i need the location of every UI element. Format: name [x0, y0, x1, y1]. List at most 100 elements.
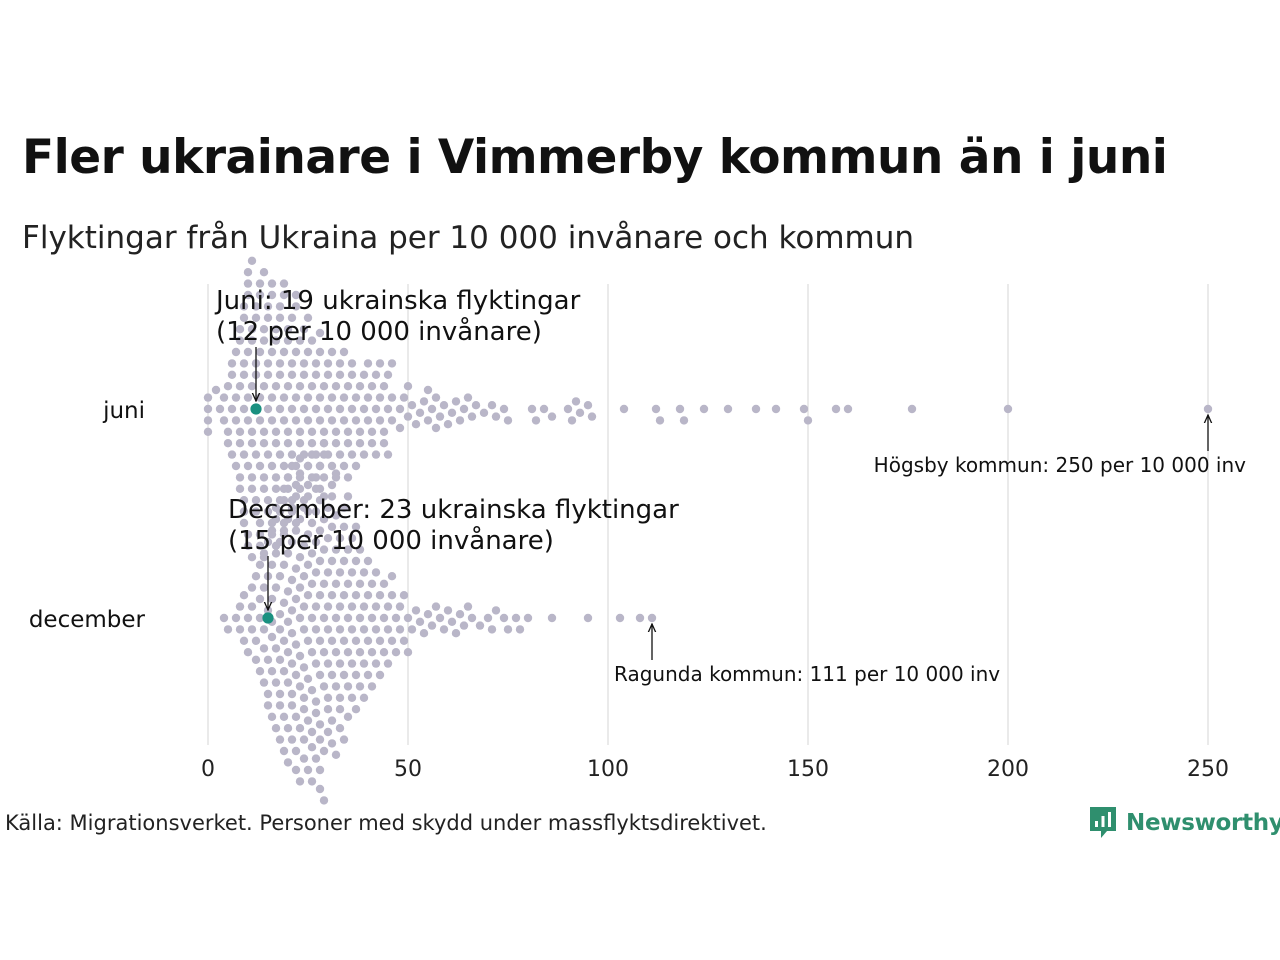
data-point	[311, 404, 321, 414]
data-point	[279, 746, 289, 756]
data-point	[287, 659, 297, 668]
data-point	[423, 385, 433, 395]
data-point	[339, 416, 349, 425]
data-point	[231, 461, 241, 471]
data-point	[399, 591, 409, 600]
data-point	[383, 625, 393, 634]
data-point	[327, 670, 337, 680]
data-point	[651, 404, 661, 414]
data-point	[287, 461, 297, 471]
data-point	[279, 636, 289, 645]
data-point	[443, 420, 453, 429]
data-point	[363, 393, 373, 402]
data-point	[235, 484, 245, 493]
chart-subtitle: Flyktingar från Ukraina per 10 000 invån…	[22, 220, 915, 256]
data-point	[283, 427, 293, 436]
data-point	[347, 370, 357, 379]
data-point	[343, 473, 353, 482]
data-point	[271, 644, 281, 653]
data-point	[327, 416, 337, 425]
data-point	[239, 507, 249, 516]
data-point	[267, 279, 277, 288]
data-point	[291, 526, 301, 535]
data-point	[311, 708, 321, 718]
data-point	[291, 670, 301, 680]
data-point	[315, 496, 325, 505]
data-point	[327, 347, 337, 357]
data-point	[403, 648, 413, 657]
data-point	[259, 625, 269, 634]
data-point	[271, 325, 281, 334]
data-point	[315, 393, 325, 402]
data-point	[323, 625, 333, 634]
data-point	[411, 606, 421, 615]
data-point	[395, 404, 405, 414]
data-point	[303, 416, 313, 425]
data-point	[347, 450, 357, 459]
data-point	[251, 302, 261, 311]
data-point	[227, 450, 237, 459]
data-point	[335, 450, 345, 459]
data-point	[291, 347, 301, 357]
data-point	[359, 450, 369, 459]
data-point	[307, 518, 317, 528]
data-point	[419, 629, 429, 638]
data-point	[423, 416, 433, 425]
data-point	[279, 393, 289, 402]
data-point	[347, 602, 357, 611]
data-point	[539, 404, 549, 414]
data-point	[379, 579, 389, 588]
data-point	[299, 735, 309, 744]
data-point	[287, 503, 297, 512]
data-point	[799, 404, 809, 414]
data-point	[371, 404, 381, 414]
data-point	[315, 670, 325, 680]
data-point	[283, 587, 293, 596]
data-point	[263, 404, 273, 414]
data-point	[343, 492, 353, 501]
data-point	[567, 416, 577, 425]
data-point	[387, 636, 397, 645]
data-point	[379, 382, 389, 391]
data-point	[255, 290, 265, 300]
data-point	[291, 746, 301, 756]
category-label-juni: juni	[102, 398, 145, 424]
data-point	[355, 382, 365, 391]
data-point	[319, 545, 329, 554]
data-point	[455, 416, 465, 425]
data-point	[347, 359, 357, 368]
data-point	[343, 579, 353, 588]
data-point	[251, 496, 261, 505]
data-point	[275, 537, 285, 547]
data-point	[335, 568, 345, 577]
data-point	[387, 591, 397, 600]
data-point	[263, 496, 273, 505]
data-point	[323, 693, 333, 702]
data-point	[255, 416, 265, 425]
data-point	[375, 636, 385, 645]
data-point	[351, 461, 361, 471]
data-point	[259, 325, 269, 334]
data-point	[339, 556, 349, 566]
data-point	[275, 572, 285, 581]
data-point	[279, 416, 289, 425]
data-point	[335, 625, 345, 634]
data-point	[267, 560, 277, 569]
data-point	[307, 613, 317, 623]
data-point	[379, 439, 389, 448]
data-point	[399, 636, 409, 645]
data-point	[255, 541, 265, 550]
data-point	[283, 758, 293, 767]
data-point	[379, 648, 389, 657]
data-point	[339, 347, 349, 357]
data-point	[531, 416, 541, 425]
data-point	[255, 518, 265, 528]
data-point	[359, 659, 369, 668]
data-point	[295, 553, 305, 562]
data-point	[323, 534, 333, 543]
data-point	[303, 591, 313, 600]
data-point	[295, 651, 305, 661]
data-point	[283, 549, 293, 558]
data-point	[431, 393, 441, 402]
data-point	[335, 693, 345, 702]
